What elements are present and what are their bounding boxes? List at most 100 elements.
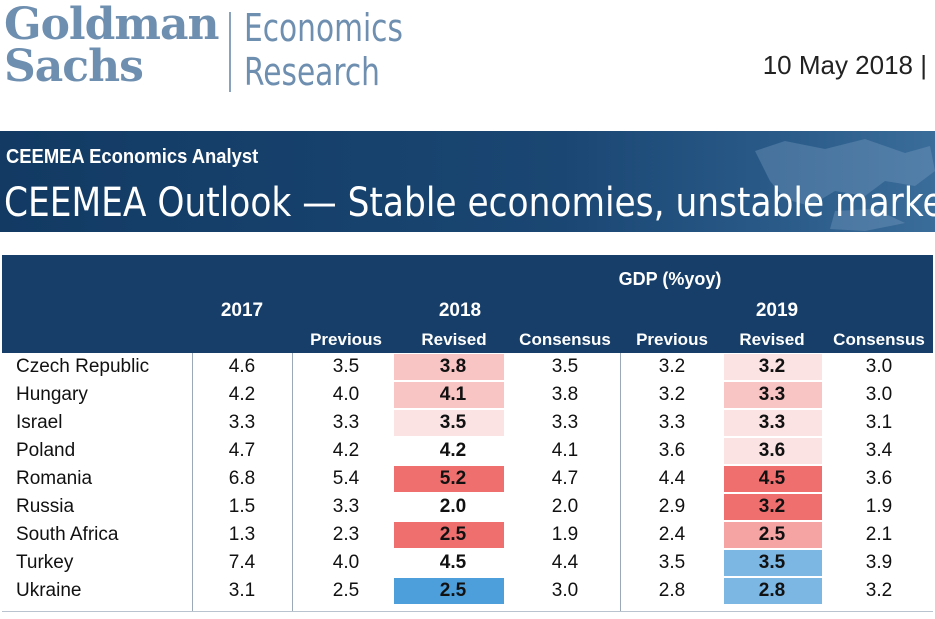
subheader-revised-2019: Revised bbox=[739, 330, 805, 349]
cell-v2017: 4.2 bbox=[228, 384, 256, 405]
year-2018-header: 2018 bbox=[438, 300, 482, 321]
country-name-cell: Turkey bbox=[16, 552, 74, 573]
cell-v2017: 7.4 bbox=[228, 552, 256, 573]
country-name-cell: Israel bbox=[16, 412, 63, 433]
cell-rev2018: 2.5 bbox=[439, 524, 467, 545]
cell-rev2018: 4.1 bbox=[439, 384, 467, 405]
cell-rev2019: 3.2 bbox=[758, 356, 786, 377]
cell-prev2019: 3.6 bbox=[658, 440, 686, 461]
subheader-consensus-2019: Consensus bbox=[833, 330, 925, 349]
cell-prev2018: 2.3 bbox=[332, 524, 360, 545]
cell-cons2018: 2.0 bbox=[551, 496, 579, 517]
cell-prev2018: 3.5 bbox=[332, 356, 360, 377]
cell-prev2019: 3.3 bbox=[658, 412, 686, 433]
cell-rev2019: 4.5 bbox=[758, 468, 786, 489]
cell-rev2018: 5.2 bbox=[439, 468, 467, 489]
cell-cons2019: 3.0 bbox=[865, 384, 893, 405]
cell-prev2018: 2.5 bbox=[332, 580, 360, 601]
cell-rev2018: 3.8 bbox=[439, 356, 467, 377]
cell-prev2019: 2.9 bbox=[658, 496, 686, 517]
cell-cons2019: 3.1 bbox=[865, 412, 893, 433]
country-name-cell: South Africa bbox=[16, 524, 119, 545]
revised-2018-highlight bbox=[394, 466, 504, 492]
cell-cons2019: 3.0 bbox=[865, 356, 893, 377]
revised-2019-highlight bbox=[724, 466, 822, 492]
cell-cons2019: 3.4 bbox=[865, 440, 893, 461]
cell-cons2018: 4.7 bbox=[551, 468, 579, 489]
revised-2019-highlight bbox=[724, 578, 822, 604]
subheader-previous-2019: Previous bbox=[636, 330, 708, 349]
cell-v2017: 4.6 bbox=[228, 356, 256, 377]
cell-prev2018: 5.4 bbox=[332, 468, 360, 489]
country-name-cell: Ukraine bbox=[16, 580, 82, 601]
cell-prev2019: 3.2 bbox=[658, 384, 686, 405]
cell-rev2019: 3.2 bbox=[758, 496, 786, 517]
cell-cons2018: 3.3 bbox=[551, 412, 579, 433]
cell-rev2019: 3.5 bbox=[758, 552, 786, 573]
cell-rev2019: 3.3 bbox=[758, 384, 786, 405]
cell-cons2018: 3.5 bbox=[551, 356, 579, 377]
cell-prev2019: 3.5 bbox=[658, 552, 686, 573]
table-row: Hungary 4.2 4.0 4.1 3.8 3.2 3.3 3.0 bbox=[2, 381, 933, 409]
cell-v2017: 6.8 bbox=[228, 468, 256, 489]
table-row: Czech Republic 4.6 3.5 3.8 3.5 3.2 3.2 3.0 bbox=[2, 353, 933, 381]
revised-2019-highlight bbox=[724, 382, 822, 408]
cell-prev2018: 4.0 bbox=[332, 384, 360, 405]
table-row: South Africa 1.3 2.3 2.5 1.9 2.4 2.5 2.1 bbox=[2, 521, 933, 549]
cell-rev2018: 2.0 bbox=[439, 496, 467, 517]
subheader-revised-2018: Revised bbox=[421, 330, 487, 349]
table-row: Ukraine 3.1 2.5 2.5 3.0 2.8 2.8 3.2 bbox=[2, 577, 933, 605]
series-title: CEEMEA Economics Analyst bbox=[6, 146, 259, 168]
revised-2019-highlight bbox=[724, 438, 822, 464]
division-line-economics: Economics bbox=[244, 6, 403, 50]
cell-prev2018: 3.3 bbox=[332, 496, 360, 517]
cell-cons2018: 1.9 bbox=[551, 524, 579, 545]
cell-prev2019: 2.8 bbox=[658, 580, 686, 601]
year-2019-header: 2019 bbox=[755, 300, 799, 321]
revised-2018-highlight bbox=[394, 354, 504, 380]
revised-2019-highlight bbox=[724, 354, 822, 380]
revised-2018-highlight bbox=[394, 578, 504, 604]
cell-cons2018: 4.4 bbox=[551, 552, 579, 573]
table-row: Poland 4.7 4.2 4.2 4.1 3.6 3.6 3.4 bbox=[2, 437, 933, 465]
gdp-group-title: GDP (%yoy) bbox=[618, 269, 722, 289]
cell-v2017: 1.5 bbox=[228, 496, 256, 517]
country-name-cell: Russia bbox=[16, 496, 75, 517]
publication-date: 10 May 2018 | bbox=[762, 50, 927, 80]
year-2017-header: 2017 bbox=[220, 300, 264, 321]
cell-prev2019: 3.2 bbox=[658, 356, 686, 377]
report-headline: CEEMEA Outlook — Stable economies, unsta… bbox=[4, 180, 935, 226]
revised-2019-highlight bbox=[724, 410, 822, 436]
table-row: Israel 3.3 3.3 3.5 3.3 3.3 3.3 3.1 bbox=[2, 409, 933, 437]
subheader-previous-2018: Previous bbox=[310, 330, 382, 349]
revised-2018-highlight bbox=[394, 382, 504, 408]
cell-prev2018: 4.2 bbox=[332, 440, 360, 461]
country-name-cell: Hungary bbox=[16, 384, 88, 405]
cell-cons2018: 4.1 bbox=[551, 440, 579, 461]
column-separator bbox=[620, 353, 621, 611]
map-watermark-icon bbox=[755, 139, 935, 231]
logo-line-goldman: Goldman bbox=[4, 0, 219, 50]
cell-cons2019: 2.1 bbox=[865, 524, 893, 545]
cell-v2017: 3.1 bbox=[228, 580, 256, 601]
cell-cons2019: 3.6 bbox=[865, 468, 893, 489]
table-bottom-border bbox=[2, 611, 933, 612]
cell-prev2019: 4.4 bbox=[658, 468, 686, 489]
revised-2018-highlight bbox=[394, 522, 504, 548]
cell-v2017: 3.3 bbox=[228, 412, 256, 433]
cell-prev2019: 2.4 bbox=[658, 524, 686, 545]
country-name-cell: Czech Republic bbox=[16, 356, 150, 377]
cell-rev2018: 4.2 bbox=[439, 440, 467, 461]
cell-prev2018: 4.0 bbox=[332, 552, 360, 573]
revised-2019-highlight bbox=[724, 522, 822, 548]
cell-rev2019: 2.8 bbox=[758, 580, 786, 601]
table-row: Russia 1.5 3.3 2.0 2.0 2.9 3.2 1.9 bbox=[2, 493, 933, 521]
division-name: Economics Research bbox=[244, 6, 448, 94]
cell-cons2018: 3.0 bbox=[551, 580, 579, 601]
title-banner bbox=[0, 131, 935, 232]
country-name-cell: Romania bbox=[16, 468, 93, 489]
division-line-research: Research bbox=[244, 50, 380, 94]
cell-v2017: 4.7 bbox=[228, 440, 256, 461]
cell-rev2018: 2.5 bbox=[439, 580, 467, 601]
cell-cons2019: 3.9 bbox=[865, 552, 893, 573]
